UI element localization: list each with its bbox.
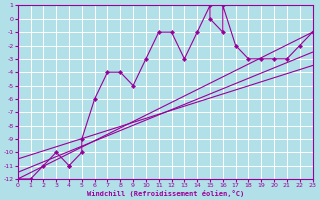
X-axis label: Windchill (Refroidissement éolien,°C): Windchill (Refroidissement éolien,°C) <box>86 190 244 197</box>
